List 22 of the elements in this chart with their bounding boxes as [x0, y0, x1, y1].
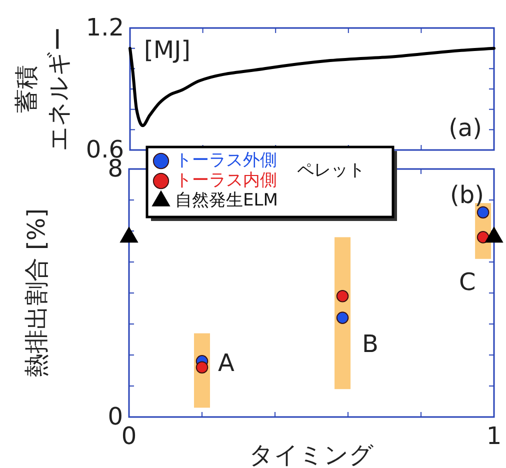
annotation: [MJ] [144, 36, 191, 64]
point [336, 290, 349, 302]
annotation: (a) [448, 114, 482, 142]
annotation: B [362, 330, 378, 358]
bar [334, 237, 351, 390]
point [476, 206, 490, 219]
point [196, 361, 208, 374]
legend-label: 自然発生ELM [175, 190, 278, 211]
y-axis-title: 蓄積エネルギー [12, 27, 73, 151]
legend-title: ペレット [297, 160, 365, 181]
x-axis-title: タイミング [249, 441, 374, 468]
point [476, 231, 490, 244]
legend-label: トーラス内側 [175, 170, 277, 191]
legend-label: トーラス外側 [175, 150, 277, 171]
y-tick-label: 1.2 [86, 14, 124, 42]
y-tick-label: 0 [108, 402, 123, 431]
annotation: C [459, 268, 476, 296]
annotation: A [218, 349, 235, 377]
point [336, 312, 349, 324]
y-axis-title: 熱排出割合 [%] [22, 208, 51, 378]
annotation: (b) [450, 181, 484, 209]
x-tick-label: 1 [486, 422, 502, 450]
